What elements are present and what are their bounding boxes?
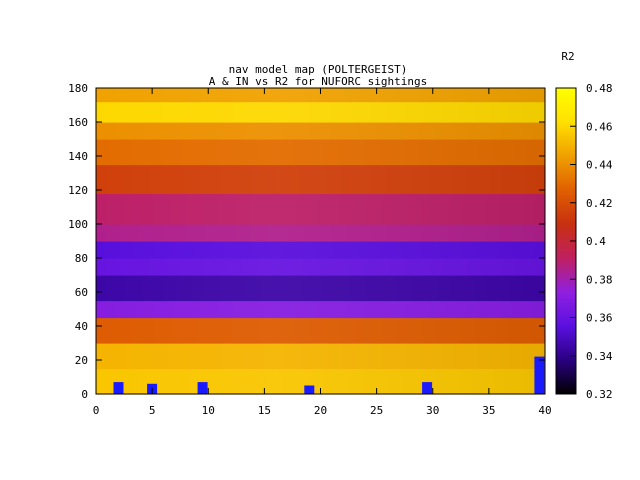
marker	[113, 382, 124, 394]
colorbar-tick-label: 0.46	[586, 120, 613, 133]
x-tick-label: 25	[370, 404, 383, 417]
colorbar-tick-label: 0.34	[586, 350, 613, 363]
x-tick-label: 40	[538, 404, 551, 417]
heatmap-shading	[96, 88, 545, 394]
y-tick-label: 180	[68, 82, 88, 95]
y-tick-label: 40	[75, 320, 88, 333]
colorbar-tick-label: 0.42	[586, 197, 613, 210]
colorbar-tick-label: 0.36	[586, 312, 613, 325]
marker	[422, 382, 433, 394]
colorbar-ticks: 0.32 0.34 0.36 0.38 0.4 0.42 0.44 0.46 0.48	[570, 82, 613, 401]
marker	[304, 385, 315, 394]
x-tick-label: 15	[258, 404, 271, 417]
axis-ticks: 0 5 10 15 20 25 30 35 40 0 20 40 60 80 100 120 140 160 180	[68, 82, 552, 417]
y-tick-label: 0	[81, 388, 88, 401]
x-tick-label: 0	[93, 404, 100, 417]
x-tick-label: 20	[314, 404, 327, 417]
y-tick-label: 160	[68, 116, 88, 129]
y-tick-label: 140	[68, 150, 88, 163]
x-tick-label: 10	[202, 404, 215, 417]
y-tick-label: 20	[75, 354, 88, 367]
x-tick-label: 30	[426, 404, 439, 417]
x-tick-label: 35	[482, 404, 495, 417]
y-tick-label: 100	[68, 218, 88, 231]
chart-subtitle: A & IN vs R2 for NUFORC sightings	[209, 75, 428, 88]
colorbar-label: R2	[561, 50, 574, 63]
y-tick-label: 80	[75, 252, 88, 265]
y-tick-label: 60	[75, 286, 88, 299]
colorbar-tick-label: 0.48	[586, 82, 613, 95]
colorbar-tick-label: 0.4	[586, 235, 606, 248]
x-tick-label: 5	[149, 404, 156, 417]
marker	[197, 382, 208, 394]
colorbar-tick-label: 0.38	[586, 273, 613, 286]
y-tick-label: 120	[68, 184, 88, 197]
colorbar-tick-label: 0.44	[586, 159, 613, 172]
colorbar-tick-label: 0.32	[586, 388, 613, 401]
chart-title: nav model map (POLTERGEIST)	[229, 63, 408, 76]
marker	[534, 356, 545, 394]
